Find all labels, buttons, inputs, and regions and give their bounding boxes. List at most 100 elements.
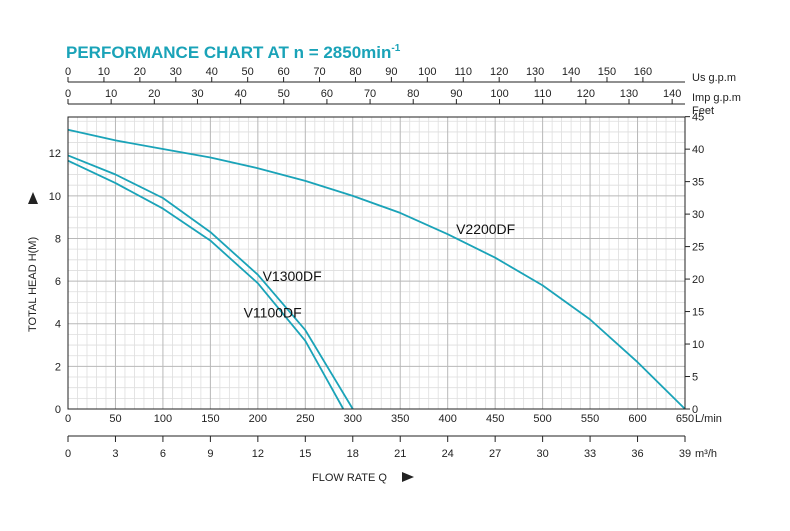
curve-labels: V2200DF V1300DF V1100DF <box>244 221 516 320</box>
x-tick-label: 200 <box>249 413 267 425</box>
impgpm-tick-label: 80 <box>407 88 419 100</box>
impgpm-tick-label: 70 <box>364 88 376 100</box>
usgpm-tick-label: 70 <box>313 66 325 78</box>
feet-tick-label: 45 <box>692 112 704 124</box>
y-tick-label: 8 <box>55 233 61 245</box>
usgpm-tick-label: 150 <box>598 66 616 78</box>
x-tick-label: 550 <box>581 413 599 425</box>
y-tick-label: 12 <box>49 148 61 160</box>
usgpm-tick-label: 80 <box>349 66 361 78</box>
curve-label-v1300df: V1300DF <box>263 268 322 284</box>
usgpm-tick-label: 140 <box>562 66 580 78</box>
feet-tick-label: 10 <box>692 339 704 351</box>
impgpm-tick-label: 20 <box>148 88 160 100</box>
usgpm-tick-label: 40 <box>206 66 218 78</box>
x-tick-label: 400 <box>439 413 457 425</box>
usgpm-tick-label: 30 <box>170 66 182 78</box>
m3h-tick-label: 18 <box>347 448 359 460</box>
m3h-tick-label: 24 <box>442 448 454 460</box>
curve-label-v2200df: V2200DF <box>456 221 515 237</box>
usgpm-tick-label: 100 <box>418 66 436 78</box>
feet-axis-label: Feet <box>692 105 714 117</box>
feet-tick-label: 25 <box>692 242 704 254</box>
usgpm-tick-label: 110 <box>454 66 472 78</box>
x-tick-label: 0 <box>65 413 71 425</box>
x-tick-label: 250 <box>296 413 314 425</box>
impgpm-tick-label: 60 <box>321 88 333 100</box>
axes <box>67 77 690 442</box>
m3h-tick-label: 36 <box>631 448 643 460</box>
lmin-unit-label: L/min <box>695 413 722 425</box>
chart-title: PERFORMANCE CHART AT n = 2850min-1 <box>66 43 401 62</box>
usgpm-tick-label: 20 <box>134 66 146 78</box>
x-axis-arrow-icon <box>402 472 414 482</box>
impgpm-tick-label: 30 <box>191 88 203 100</box>
x-tick-label: 500 <box>533 413 551 425</box>
usgpm-tick-label: 0 <box>65 66 71 78</box>
impgpm-tick-label: 40 <box>234 88 246 100</box>
curve-v1300df <box>67 154 354 410</box>
x-tick-label: 150 <box>201 413 219 425</box>
x-tick-label: 350 <box>391 413 409 425</box>
y-axis-title: TOTAL HEAD H(M) <box>27 237 39 332</box>
usgpm-axis-label: Us g.p.m <box>692 72 736 84</box>
m3h-tick-label: 3 <box>112 448 118 460</box>
feet-tick-label: 15 <box>692 307 704 319</box>
x-tick-label: 50 <box>109 413 121 425</box>
m3h-tick-label: 6 <box>160 448 166 460</box>
usgpm-tick-label: 10 <box>98 66 110 78</box>
curve-v1100df <box>67 159 345 410</box>
impgpm-tick-label: 120 <box>577 88 595 100</box>
m3h-tick-label: 12 <box>252 448 264 460</box>
impgpm-tick-label: 130 <box>620 88 638 100</box>
feet-tick-label: 5 <box>692 372 698 384</box>
y-tick-label: 4 <box>55 319 61 331</box>
m3h-tick-label: 15 <box>299 448 311 460</box>
usgpm-tick-label: 60 <box>277 66 289 78</box>
impgpm-tick-label: 0 <box>65 88 71 100</box>
feet-tick-label: 20 <box>692 274 704 286</box>
m3h-tick-label: 30 <box>536 448 548 460</box>
impgpm-tick-label: 110 <box>534 88 552 100</box>
x-axis-title: FLOW RATE Q <box>312 472 387 484</box>
m3h-tick-label: 33 <box>584 448 596 460</box>
x-tick-label: 450 <box>486 413 504 425</box>
m3h-unit-label: m³/h <box>695 448 717 460</box>
minor-grid <box>68 117 685 409</box>
curves <box>67 128 686 410</box>
feet-tick-label: 40 <box>692 144 704 156</box>
y-tick-label: 10 <box>49 191 61 203</box>
m3h-tick-label: 0 <box>65 448 71 460</box>
m3h-tick-label: 27 <box>489 448 501 460</box>
impgpm-tick-label: 100 <box>490 88 508 100</box>
y-tick-label: 2 <box>55 361 61 373</box>
curve-label-v1100df: V1100DF <box>244 304 302 320</box>
m3h-tick-label: 9 <box>207 448 213 460</box>
feet-tick-label: 30 <box>692 209 704 221</box>
curve-v2200df <box>67 128 686 410</box>
usgpm-tick-label: 120 <box>490 66 508 78</box>
x-tick-label: 650 <box>676 413 694 425</box>
major-grid <box>68 117 685 409</box>
x-tick-label: 100 <box>154 413 172 425</box>
y-tick-label: 0 <box>55 404 61 416</box>
x-tick-label: 600 <box>628 413 646 425</box>
impgpm-tick-label: 50 <box>278 88 290 100</box>
plot-frame <box>67 116 686 410</box>
impgpm-tick-label: 140 <box>663 88 681 100</box>
impgpm-tick-label: 10 <box>105 88 117 100</box>
feet-tick-label: 35 <box>692 177 704 189</box>
usgpm-tick-label: 160 <box>634 66 652 78</box>
impgpm-tick-label: 90 <box>450 88 462 100</box>
y-axis-arrow-icon <box>28 192 38 204</box>
m3h-tick-label: 21 <box>394 448 406 460</box>
usgpm-tick-label: 90 <box>385 66 397 78</box>
x-tick-label: 300 <box>344 413 362 425</box>
usgpm-tick-label: 130 <box>526 66 544 78</box>
impgpm-axis-label: Imp g.p.m <box>692 92 741 104</box>
usgpm-tick-label: 50 <box>242 66 254 78</box>
m3h-tick-label: 39 <box>679 448 691 460</box>
feet-tick-label: 0 <box>692 404 698 416</box>
